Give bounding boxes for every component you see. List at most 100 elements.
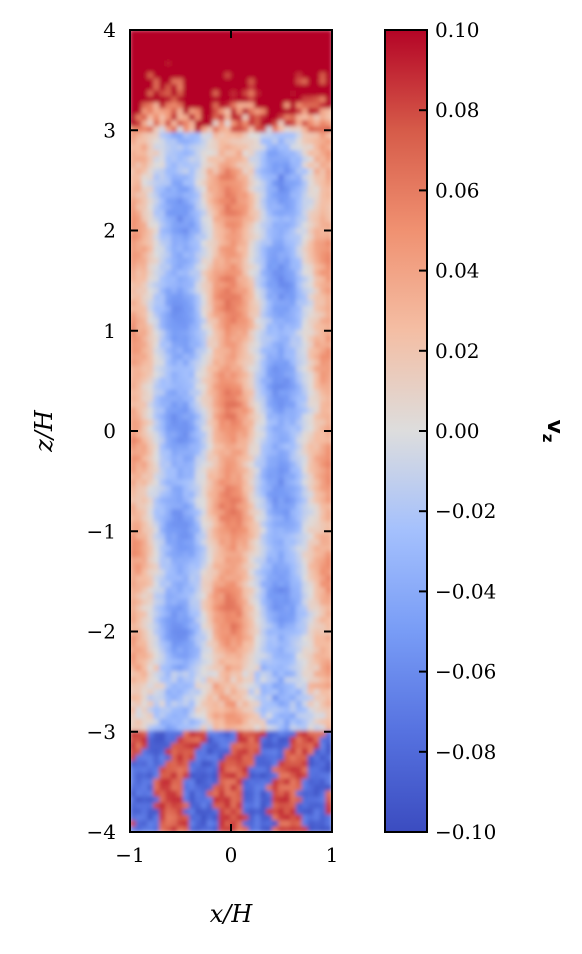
heatmap-cell [242, 322, 250, 330]
heatmap-cell [171, 819, 179, 827]
heatmap-cell [177, 628, 184, 635]
heatmap-cell [230, 496, 238, 504]
heatmap-cell [295, 711, 303, 719]
heatmap-cell [177, 340, 184, 348]
heatmap-cell [135, 550, 143, 558]
heatmap-cell [224, 238, 232, 246]
heatmap-cell [230, 454, 238, 462]
heatmap-cell [236, 358, 244, 366]
heatmap-cell [260, 286, 268, 294]
heatmap-cell [248, 412, 256, 420]
heatmap-cell [200, 651, 208, 659]
heatmap-cell [260, 71, 268, 79]
heatmap-cell [307, 496, 315, 504]
heatmap-cell [313, 825, 321, 832]
heatmap-cell [236, 514, 244, 522]
heatmap-cell [260, 149, 268, 157]
heatmap-cell [188, 645, 196, 653]
heatmap-cell [248, 657, 256, 665]
heatmap-cell [272, 645, 280, 653]
heatmap-cell [141, 316, 149, 324]
heatmap-cell [177, 807, 184, 815]
heatmap-cell [313, 185, 321, 193]
heatmap-cell [278, 47, 285, 55]
heatmap-cell [236, 286, 244, 294]
heatmap-cell [254, 496, 262, 504]
heatmap-cell [147, 807, 155, 815]
heatmap-cell [307, 227, 315, 234]
heatmap-cell [278, 616, 285, 624]
heatmap-cell [230, 472, 238, 480]
heatmap-cell [153, 645, 161, 653]
heatmap-cell [254, 484, 262, 492]
heatmap-cell [147, 256, 155, 264]
heatmap-cell [130, 382, 137, 390]
heatmap-cell [147, 735, 155, 743]
heatmap-cell [319, 669, 327, 677]
heatmap-cell [200, 191, 208, 199]
heatmap-cell [313, 628, 321, 635]
heatmap-cell [295, 238, 303, 246]
heatmap-cell [236, 771, 244, 779]
heatmap-cell [301, 699, 309, 707]
heatmap-cell [301, 550, 309, 558]
heatmap-cell [206, 304, 214, 312]
heatmap-cell [325, 622, 332, 630]
heatmap-cell [325, 693, 332, 701]
heatmap-cell [206, 753, 214, 761]
heatmap-cell [130, 645, 137, 653]
heatmap-cell [182, 185, 190, 193]
heatmap-cell [242, 268, 250, 276]
heatmap-cell [212, 436, 220, 444]
heatmap-cell [165, 101, 173, 109]
heatmap-cell [194, 801, 202, 809]
heatmap-cell [135, 268, 143, 276]
heatmap-cell [325, 544, 332, 552]
heatmap-cell [278, 705, 285, 713]
heatmap-cell [135, 167, 143, 175]
heatmap-cell [254, 406, 262, 414]
heatmap-cell [165, 203, 173, 211]
heatmap-cell [130, 460, 137, 468]
heatmap-cell [206, 179, 214, 187]
heatmap-cell [141, 693, 149, 701]
heatmap-cell [147, 675, 155, 683]
heatmap-cell [230, 663, 238, 671]
heatmap-cell [313, 813, 321, 821]
heatmap-cell [289, 113, 297, 121]
heatmap-cell [236, 113, 244, 121]
heatmap-cell [295, 502, 303, 510]
heatmap-cell [212, 502, 220, 510]
heatmap-cell [147, 544, 155, 552]
heatmap-cell [260, 173, 268, 181]
heatmap-cell [182, 556, 190, 564]
heatmap-cell [206, 484, 214, 492]
heatmap-cell [212, 723, 220, 731]
heatmap-cell [289, 699, 297, 707]
heatmap-cell [206, 274, 214, 282]
heatmap-cell [200, 185, 208, 193]
heatmap-cell [230, 161, 238, 169]
heatmap-cell [141, 322, 149, 330]
heatmap-cell [135, 807, 143, 815]
heatmap-cell [236, 328, 244, 336]
heatmap-cell [177, 215, 184, 223]
heatmap-cell [218, 538, 226, 546]
heatmap-cell [266, 490, 274, 498]
heatmap-cell [236, 544, 244, 552]
heatmap-cell [130, 759, 137, 767]
heatmap-cell [230, 35, 238, 43]
heatmap-cell [230, 346, 238, 354]
heatmap-cell [272, 687, 280, 695]
heatmap-cell [278, 747, 285, 755]
colorbar-tick-label: −0.08 [435, 740, 496, 764]
heatmap-cell [236, 232, 244, 240]
heatmap-cell [200, 149, 208, 157]
heatmap-cell [313, 663, 321, 671]
heatmap-cell [218, 340, 226, 348]
heatmap-cell [141, 825, 149, 832]
heatmap-cell [153, 651, 161, 659]
heatmap-cell [272, 227, 280, 234]
heatmap-cell [159, 532, 167, 540]
heatmap-cell [130, 113, 137, 121]
